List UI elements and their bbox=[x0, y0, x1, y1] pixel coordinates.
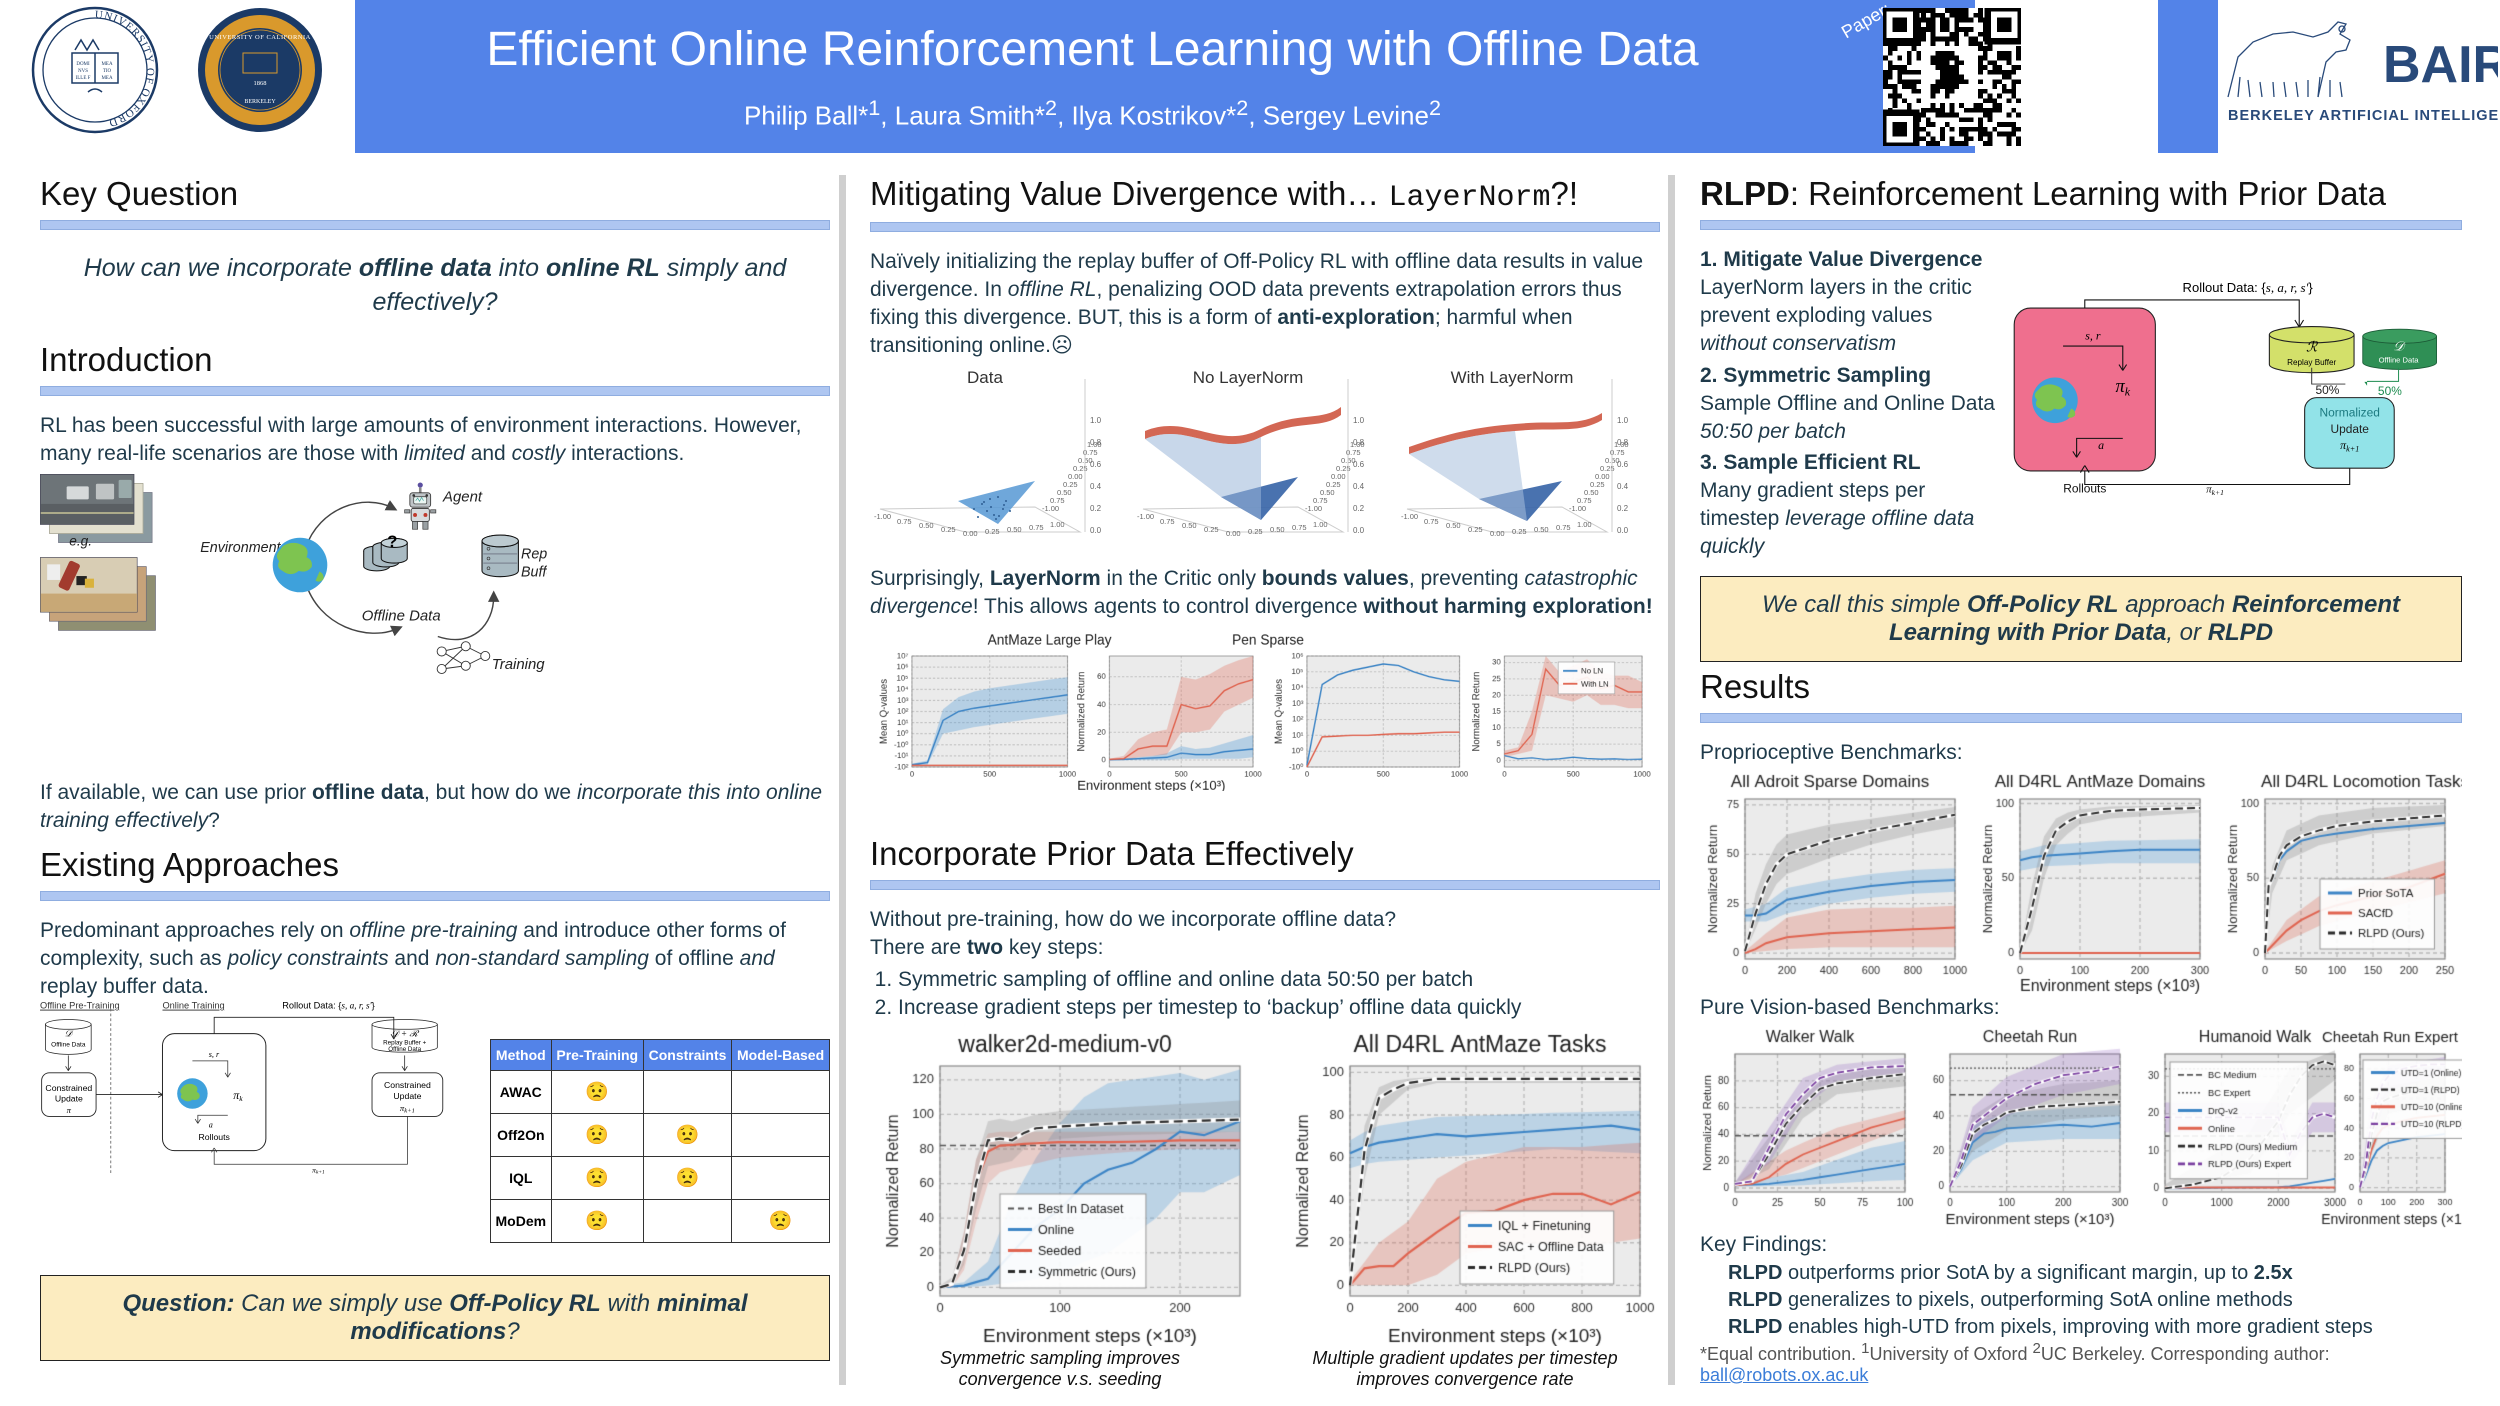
svg-text:Offline Data: Offline Data bbox=[51, 1042, 86, 1049]
svg-text:50%: 50% bbox=[2316, 383, 2340, 397]
svg-text:Data: Data bbox=[967, 369, 1003, 387]
svg-text:BERKELEY: BERKELEY bbox=[244, 99, 276, 105]
svg-text:Normalized: Normalized bbox=[2320, 406, 2380, 420]
svg-text:MEA: MEA bbox=[101, 62, 113, 67]
svg-text:?: ? bbox=[387, 532, 397, 551]
svg-text:Rollouts: Rollouts bbox=[198, 1132, 230, 1142]
svg-text:NVS: NVS bbox=[78, 69, 88, 74]
svg-text:π: π bbox=[67, 1105, 72, 1115]
svg-text:Training: Training bbox=[492, 656, 546, 673]
svg-text:TIO: TIO bbox=[103, 69, 112, 74]
svg-text:Replay Buffer +: Replay Buffer + bbox=[383, 1039, 426, 1046]
svg-text:Replay: Replay bbox=[521, 547, 547, 563]
svg-text:𝒟: 𝒟 bbox=[65, 1029, 74, 1039]
svg-text:a: a bbox=[2098, 438, 2104, 452]
svg-text:UNIVERSITY OF CALIFORNIA: UNIVERSITY OF CALIFORNIA bbox=[209, 34, 311, 41]
svg-text:1868: 1868 bbox=[254, 80, 267, 87]
svg-text:πk+1: πk+1 bbox=[400, 1103, 415, 1115]
svg-text:πk+1: πk+1 bbox=[2206, 484, 2224, 497]
svg-text:ILLE F: ILLE F bbox=[76, 76, 91, 81]
svg-text:Update: Update bbox=[393, 1091, 421, 1101]
svg-text:πk: πk bbox=[233, 1088, 243, 1103]
svg-text:ℛ: ℛ bbox=[2306, 339, 2319, 355]
svg-text:Update: Update bbox=[2330, 422, 2369, 436]
svg-text:No LayerNorm: No LayerNorm bbox=[1193, 369, 1304, 387]
svg-text:Offline Data: Offline Data bbox=[388, 1046, 421, 1053]
svg-text:Online Training: Online Training bbox=[162, 1001, 224, 1011]
svg-text:Offline Data: Offline Data bbox=[2379, 355, 2420, 364]
svg-text:BERKELEY ARTIFICIAL INTELLIGEN: BERKELEY ARTIFICIAL INTELLIGENCE RESEARC… bbox=[2228, 108, 2498, 124]
svg-text:DOMI: DOMI bbox=[76, 62, 90, 67]
svg-text:a: a bbox=[209, 1120, 213, 1129]
svg-text:Offline Data: Offline Data bbox=[362, 608, 441, 625]
svg-text:Rollout Data: {s, a, r, s'}: Rollout Data: {s, a, r, s'} bbox=[2183, 280, 2314, 295]
svg-text:BAIR: BAIR bbox=[2383, 36, 2498, 94]
svg-text:Constrained: Constrained bbox=[45, 1083, 92, 1093]
svg-text:Update: Update bbox=[55, 1094, 83, 1104]
svg-text:MEA: MEA bbox=[101, 76, 113, 81]
svg-text:Offline Pre-Training: Offline Pre-Training bbox=[40, 1001, 120, 1011]
svg-text:s, r: s, r bbox=[2085, 329, 2101, 343]
svg-text:Constrained: Constrained bbox=[384, 1080, 431, 1090]
svg-text:Buffer: Buffer bbox=[521, 565, 547, 581]
svg-text:πk+1: πk+1 bbox=[312, 1165, 325, 1175]
svg-text:50%: 50% bbox=[2378, 384, 2402, 398]
svg-text:Rollout Data: {s, a, r, s'}: Rollout Data: {s, a, r, s'} bbox=[282, 1001, 375, 1012]
svg-text:𝒟 + ℛ: 𝒟 + ℛ bbox=[391, 1029, 419, 1039]
svg-text:With LayerNorm: With LayerNorm bbox=[1451, 369, 1574, 387]
svg-text:s, r: s, r bbox=[209, 1050, 220, 1059]
svg-text:Agent: Agent bbox=[442, 489, 483, 506]
svg-text:Replay Buffer: Replay Buffer bbox=[2287, 358, 2336, 367]
